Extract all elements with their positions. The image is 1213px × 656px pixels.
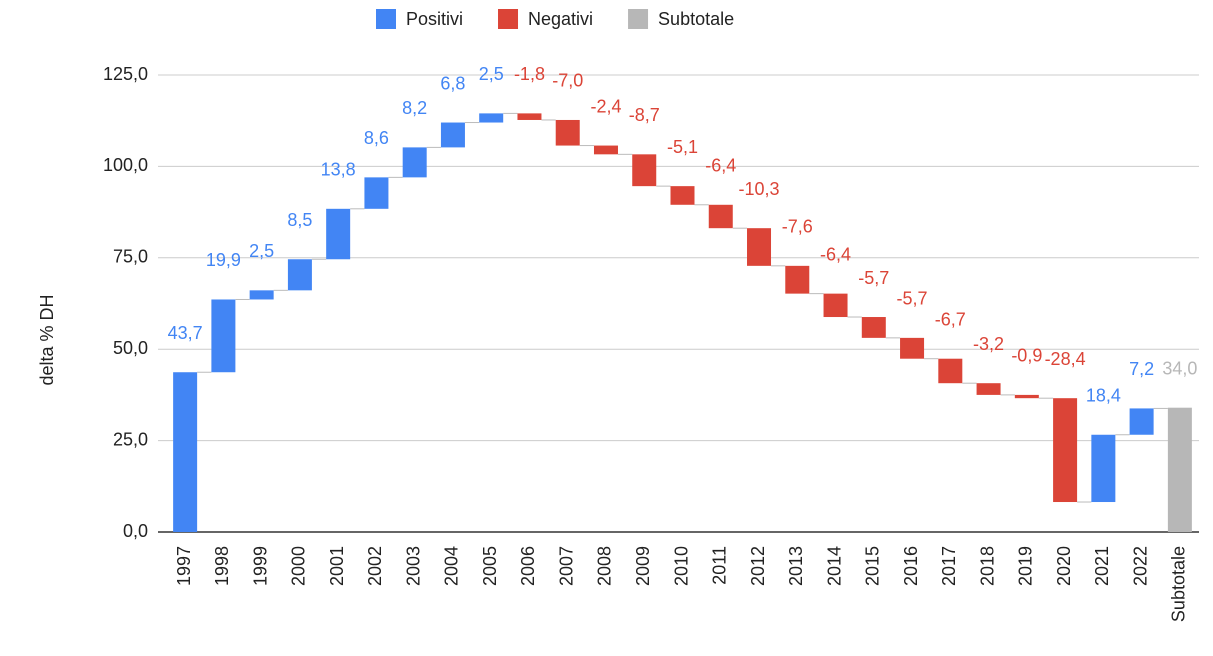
legend-label: Positivi [406, 9, 463, 29]
x-tick-label: 2007 [556, 546, 576, 586]
data-label: -7,6 [782, 217, 813, 237]
x-tick-label: 2004 [442, 546, 462, 586]
x-tick-label: 2014 [824, 546, 844, 586]
data-label: 6,8 [440, 73, 465, 93]
legend-swatch [498, 9, 519, 29]
x-tick-label: 2011 [710, 546, 730, 585]
bar [976, 383, 1001, 395]
x-tick-label: 2010 [671, 546, 691, 586]
y-tick-label: 125,0 [103, 64, 148, 84]
x-tick-label: Subtotale [1169, 546, 1189, 622]
bar [593, 145, 618, 155]
x-tick-label: 2022 [1130, 546, 1150, 586]
subtotal-bar [1167, 407, 1192, 532]
x-tick-label: 2012 [748, 546, 768, 586]
x-tick-label: 2001 [327, 546, 347, 586]
x-tick-label: 2002 [365, 546, 385, 586]
y-axis-label: delta % DH [37, 294, 57, 385]
x-tick-label: 1998 [212, 546, 232, 586]
bar [823, 293, 848, 318]
x-tick-label: 2016 [901, 546, 921, 586]
data-label: -10,3 [739, 179, 780, 199]
x-tick-label: 2003 [403, 546, 423, 586]
bar [785, 265, 810, 294]
bar [1014, 394, 1039, 399]
data-label: 18,4 [1086, 386, 1121, 406]
data-label: -6,4 [820, 244, 851, 264]
x-tick-label: 2019 [1016, 546, 1036, 586]
data-label: 2,5 [249, 241, 274, 261]
bar [402, 147, 427, 178]
data-label: -28,4 [1045, 349, 1086, 369]
y-tick-label: 25,0 [113, 429, 148, 449]
bar [632, 154, 657, 187]
data-label: -1,8 [514, 64, 545, 84]
bar [249, 290, 274, 300]
bar [364, 177, 389, 209]
y-tick-label: 100,0 [103, 155, 148, 175]
bar [173, 372, 198, 532]
x-tick-label: 2020 [1054, 546, 1074, 586]
x-tick-label: 2009 [633, 546, 653, 586]
bar [1053, 398, 1078, 503]
bar [326, 208, 351, 260]
data-label: 8,5 [287, 210, 312, 230]
data-label: -6,4 [705, 156, 736, 176]
x-tick-label: 1999 [250, 546, 270, 586]
data-label: 8,2 [402, 98, 427, 118]
data-label: -0,9 [1011, 346, 1042, 366]
data-label: -3,2 [973, 334, 1004, 354]
y-tick-label: 0,0 [123, 521, 148, 541]
bar [517, 113, 542, 120]
data-label: -5,1 [667, 137, 698, 157]
y-tick-label: 50,0 [113, 338, 148, 358]
x-tick-label: 2006 [518, 546, 538, 586]
data-label: 34,0 [1162, 358, 1197, 378]
bar [440, 122, 465, 148]
data-label: -6,7 [935, 309, 966, 329]
bar [670, 186, 695, 205]
data-label: 43,7 [168, 323, 203, 343]
x-tick-label: 2008 [595, 546, 615, 586]
data-label: 8,6 [364, 128, 389, 148]
data-label: -2,4 [590, 96, 621, 116]
data-label: -8,7 [629, 105, 660, 125]
bar [211, 299, 236, 373]
data-label: -5,7 [897, 289, 928, 309]
data-label: 2,5 [479, 64, 504, 84]
x-tick-label: 2013 [786, 546, 806, 586]
data-label: 13,8 [321, 160, 356, 180]
y-tick-label: 75,0 [113, 247, 148, 267]
legend-swatch [628, 9, 649, 29]
x-tick-label: 2005 [480, 546, 500, 586]
bar [555, 119, 580, 146]
data-label: -7,0 [552, 71, 583, 91]
x-tick-label: 1997 [174, 546, 194, 586]
data-label: 19,9 [206, 250, 241, 270]
bar [1091, 434, 1116, 503]
bar [861, 317, 886, 338]
data-label: 7,2 [1129, 359, 1154, 379]
x-tick-label: 2017 [939, 546, 959, 586]
bar [287, 259, 312, 291]
legend-swatch [376, 9, 396, 29]
x-tick-label: 2021 [1092, 546, 1112, 586]
bar [747, 228, 772, 266]
bar [708, 204, 733, 229]
legend-label: Subtotale [658, 9, 734, 29]
bar [479, 113, 504, 123]
data-label: -5,7 [858, 268, 889, 288]
x-tick-label: 2015 [863, 546, 883, 586]
x-tick-label: 2018 [977, 546, 997, 586]
bar [938, 358, 963, 384]
bar [1129, 408, 1154, 435]
bar [900, 337, 925, 359]
x-tick-label: 2000 [289, 546, 309, 586]
legend-label: Negativi [528, 9, 593, 29]
